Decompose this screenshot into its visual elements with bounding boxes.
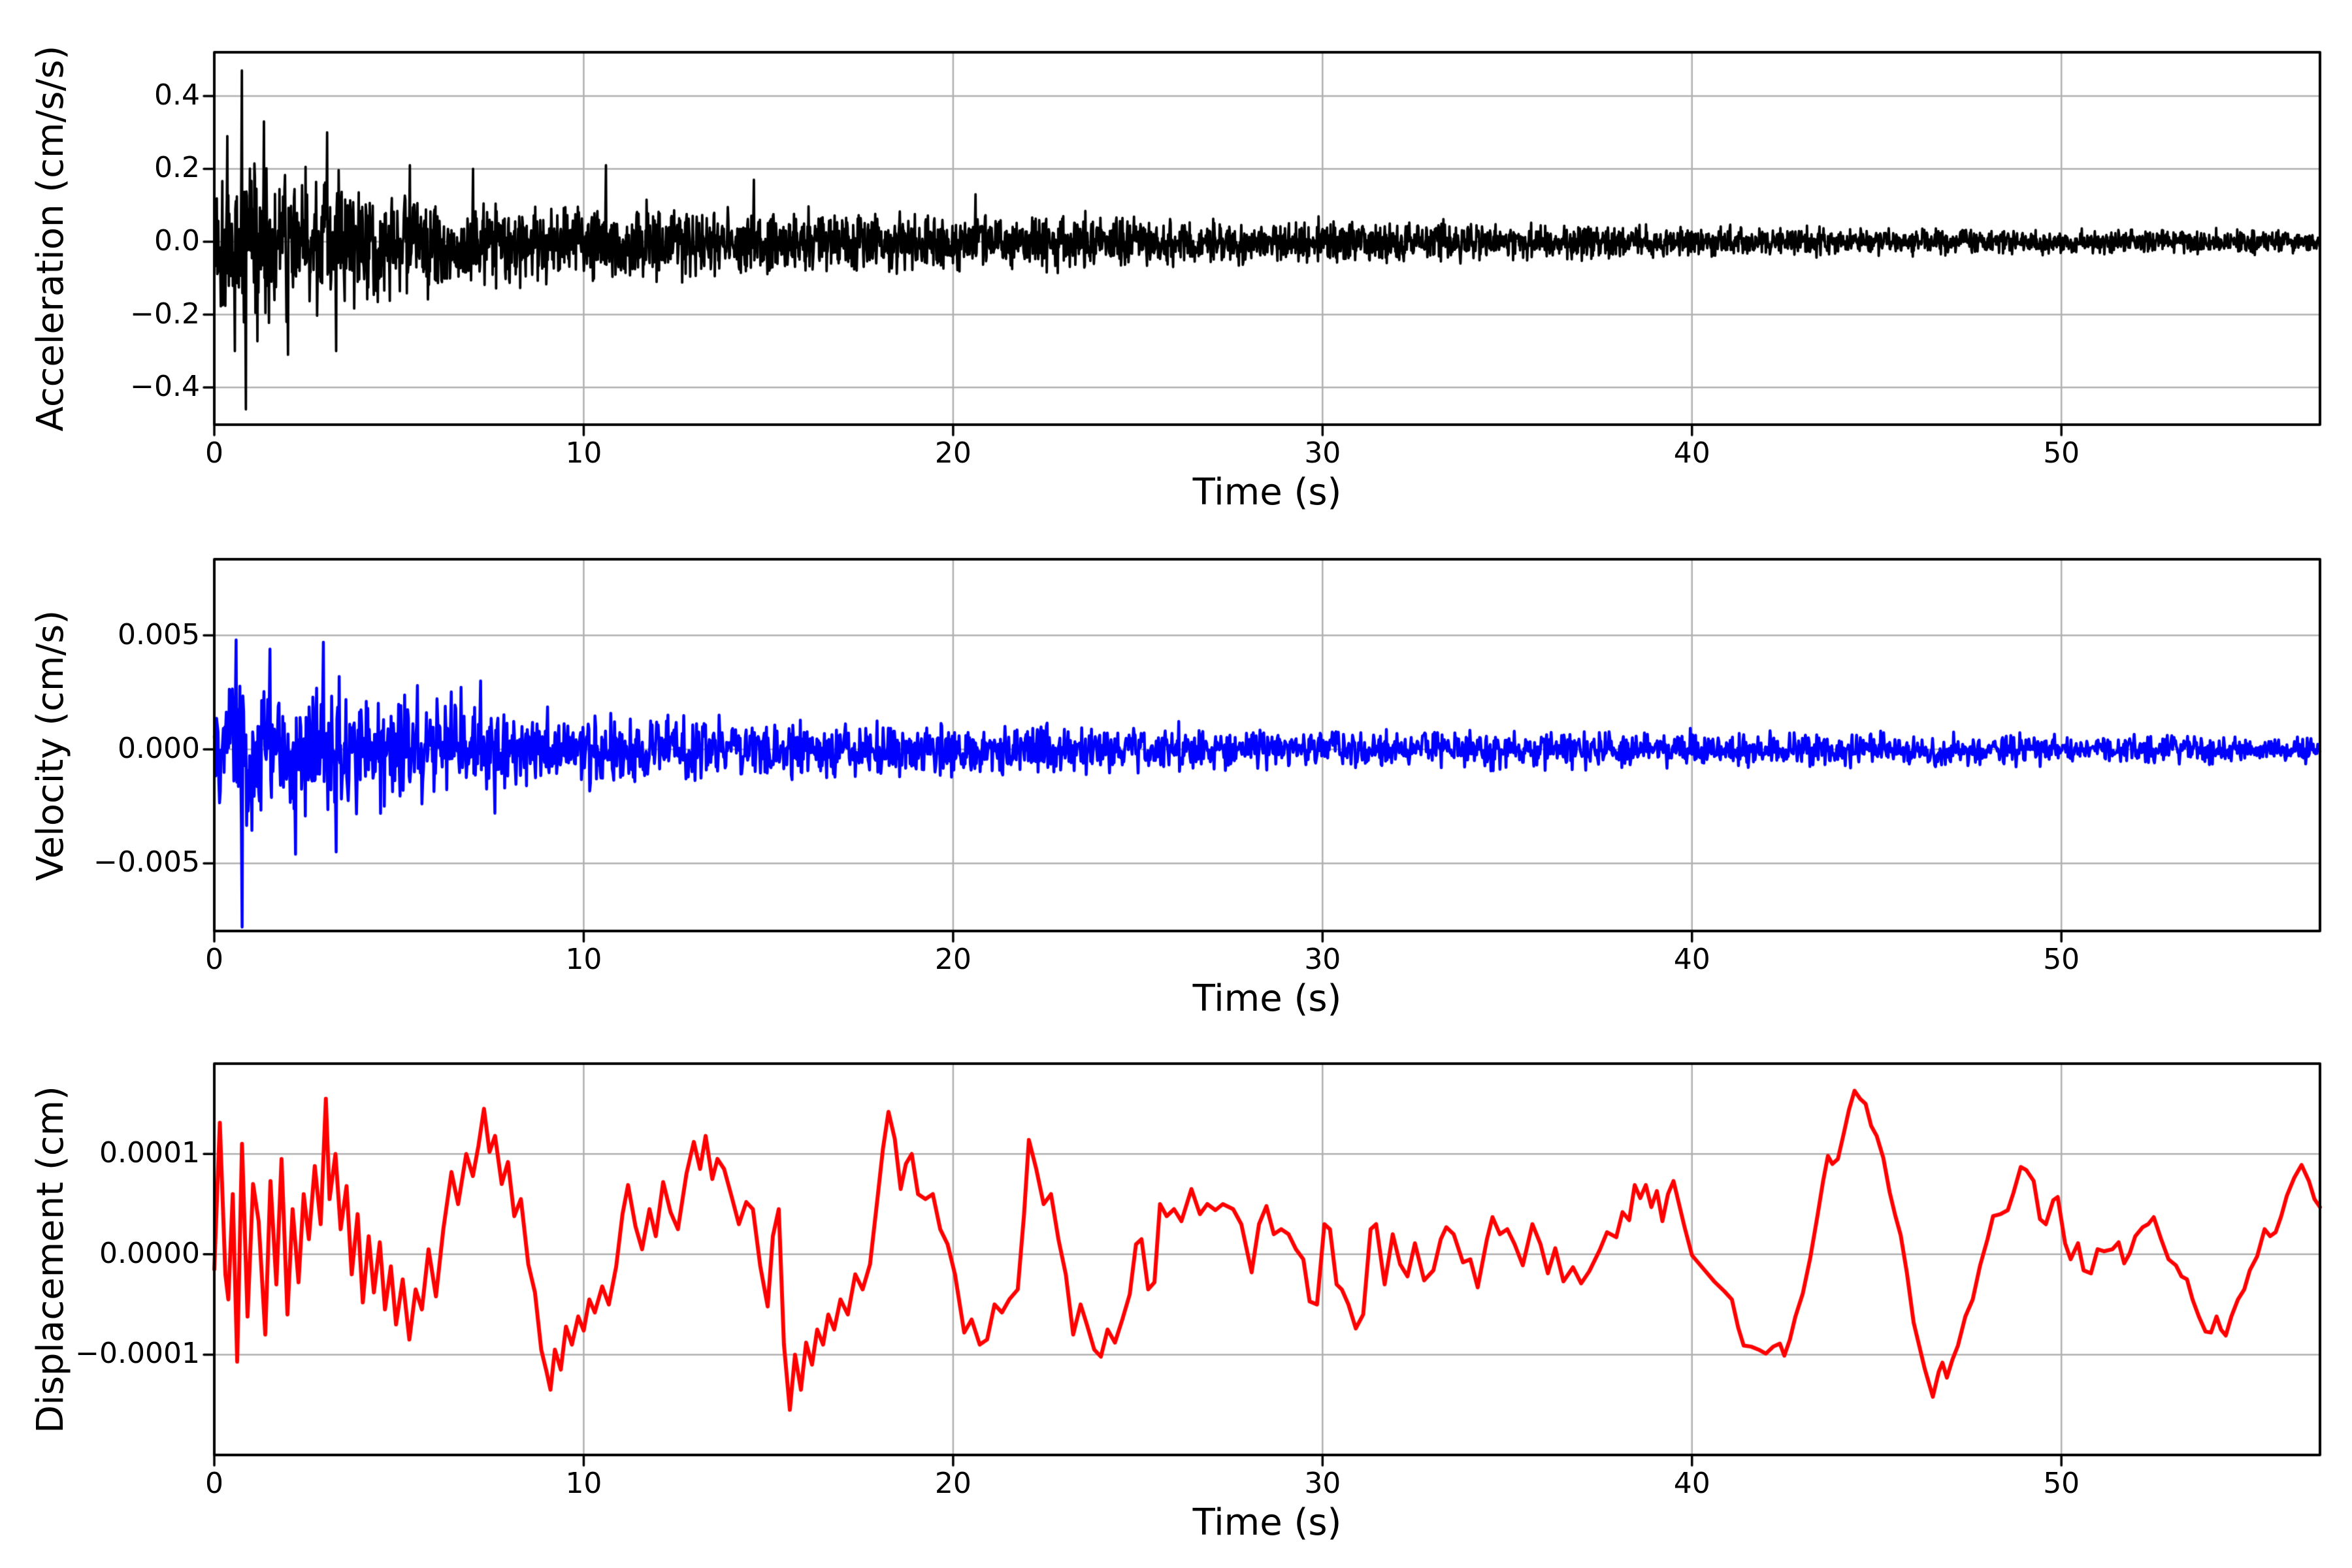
displacement-trace-yaxis-title: Displacement (cm) — [29, 1085, 72, 1433]
displacement-trace-xtick-label-50: 50 — [2043, 1467, 2080, 1500]
velocity-trace-ytick-label-0.000: 0.000 — [118, 732, 200, 766]
velocity-trace-xtick-label-30: 30 — [1304, 943, 1341, 976]
acceleration-trace-xtick-label-30: 30 — [1304, 436, 1341, 470]
velocity-trace-xtick-label-0: 0 — [205, 943, 223, 976]
displacement-trace-xtick-label-0: 0 — [205, 1467, 223, 1500]
displacement-trace-xtick-label-30: 30 — [1304, 1467, 1341, 1500]
displacement-trace-ytick-label-0.0001: 0.0001 — [99, 1136, 200, 1170]
acceleration-trace-xaxis-title: Time (s) — [1192, 471, 1342, 514]
displacement-trace-xtick-label-20: 20 — [934, 1467, 972, 1500]
velocity-trace-xtick-label-20: 20 — [934, 943, 972, 976]
velocity-trace-xaxis-title: Time (s) — [1192, 977, 1342, 1020]
acceleration-trace-xtick-label-10: 10 — [565, 436, 602, 470]
velocity-trace-ytick-label-0.005: 0.005 — [118, 617, 200, 651]
displacement-trace-xtick-label-10: 10 — [565, 1467, 602, 1500]
acceleration-trace-xtick-label-50: 50 — [2043, 436, 2080, 470]
velocity-trace-xtick-label-50: 50 — [2043, 943, 2080, 976]
displacement-trace-ytick-label-−0.0001: −0.0001 — [75, 1337, 200, 1371]
acceleration-trace-xtick-label-40: 40 — [1673, 436, 1710, 470]
velocity-trace-xtick-label-40: 40 — [1673, 943, 1710, 976]
displacement-trace-xaxis-title: Time (s) — [1192, 1501, 1342, 1544]
acceleration-trace-yaxis-title: Acceleration (cm/s/s) — [29, 45, 72, 432]
acceleration-trace-xtick-label-20: 20 — [934, 436, 972, 470]
velocity-trace-xtick-label-10: 10 — [565, 943, 602, 976]
acceleration-trace-ytick-label-−0.4: −0.4 — [130, 370, 200, 404]
acceleration-trace-ytick-label-0.4: 0.4 — [154, 78, 200, 112]
velocity-trace-yaxis-title: Velocity (cm/s) — [29, 610, 72, 881]
acceleration-trace-ytick-label-0.0: 0.0 — [154, 224, 200, 258]
acceleration-trace-ytick-label-0.2: 0.2 — [154, 151, 200, 185]
displacement-trace-xtick-label-40: 40 — [1673, 1467, 1710, 1500]
acceleration-trace-ytick-label-−0.2: −0.2 — [130, 297, 200, 331]
displacement-trace-ytick-label-0.0000: 0.0000 — [99, 1236, 200, 1270]
acceleration-trace-xtick-label-0: 0 — [205, 436, 223, 470]
velocity-trace-ytick-label-−0.005: −0.005 — [93, 845, 200, 879]
